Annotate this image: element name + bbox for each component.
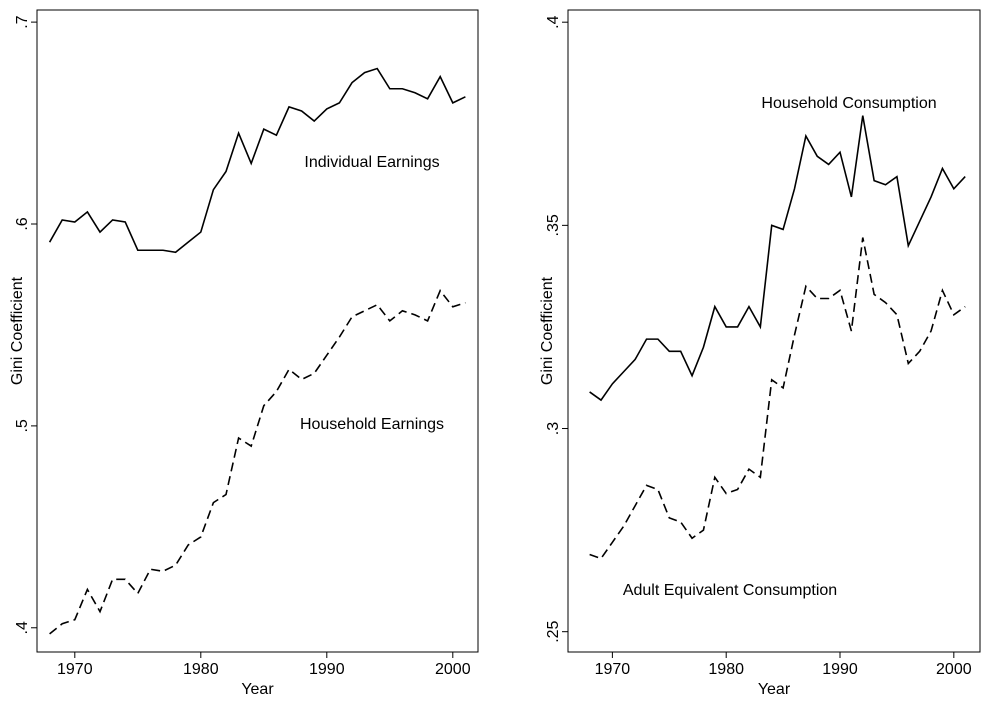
series-label: Household Consumption xyxy=(761,95,936,112)
x-tick-label: 1970 xyxy=(595,661,631,678)
y-tick-label: .3 xyxy=(545,422,562,435)
series-line xyxy=(589,115,966,402)
y-tick-label: .35 xyxy=(545,214,562,236)
series-line xyxy=(589,237,966,560)
x-tick-label: 1990 xyxy=(309,661,345,678)
x-tick-label: 1980 xyxy=(183,661,219,678)
x-tick-label: 1990 xyxy=(822,661,858,678)
y-axis-label: Gini Coefficient xyxy=(539,276,556,385)
plot-frame xyxy=(36,9,479,653)
plot-frame xyxy=(567,9,981,653)
x-tick-label: 1970 xyxy=(57,661,93,678)
y-tick-label: .25 xyxy=(545,620,562,642)
series-label: Adult Equivalent Consumption xyxy=(623,582,837,599)
y-tick-label: .5 xyxy=(14,419,31,432)
y-tick-label: .4 xyxy=(545,15,562,28)
y-tick-label: .4 xyxy=(14,621,31,634)
y-tick-label: .6 xyxy=(14,217,31,230)
x-tick-label: 2000 xyxy=(936,661,972,678)
series-line xyxy=(49,289,466,635)
series-label: Individual Earnings xyxy=(304,154,439,171)
x-tick-label: 1980 xyxy=(708,661,744,678)
series-line xyxy=(48,67,466,254)
series-label: Household Earnings xyxy=(300,416,444,433)
x-axis-label: Year xyxy=(758,681,791,698)
y-tick-label: .7 xyxy=(14,15,31,28)
y-axis-label: Gini Coefficient xyxy=(9,276,26,385)
x-axis-label: Year xyxy=(241,681,274,698)
x-tick-label: 2000 xyxy=(435,661,471,678)
